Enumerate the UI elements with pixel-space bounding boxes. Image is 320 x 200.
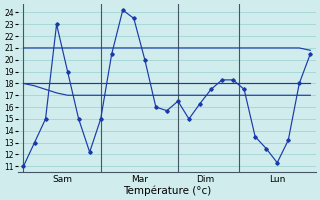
X-axis label: Température (°c): Température (°c) xyxy=(123,185,211,196)
